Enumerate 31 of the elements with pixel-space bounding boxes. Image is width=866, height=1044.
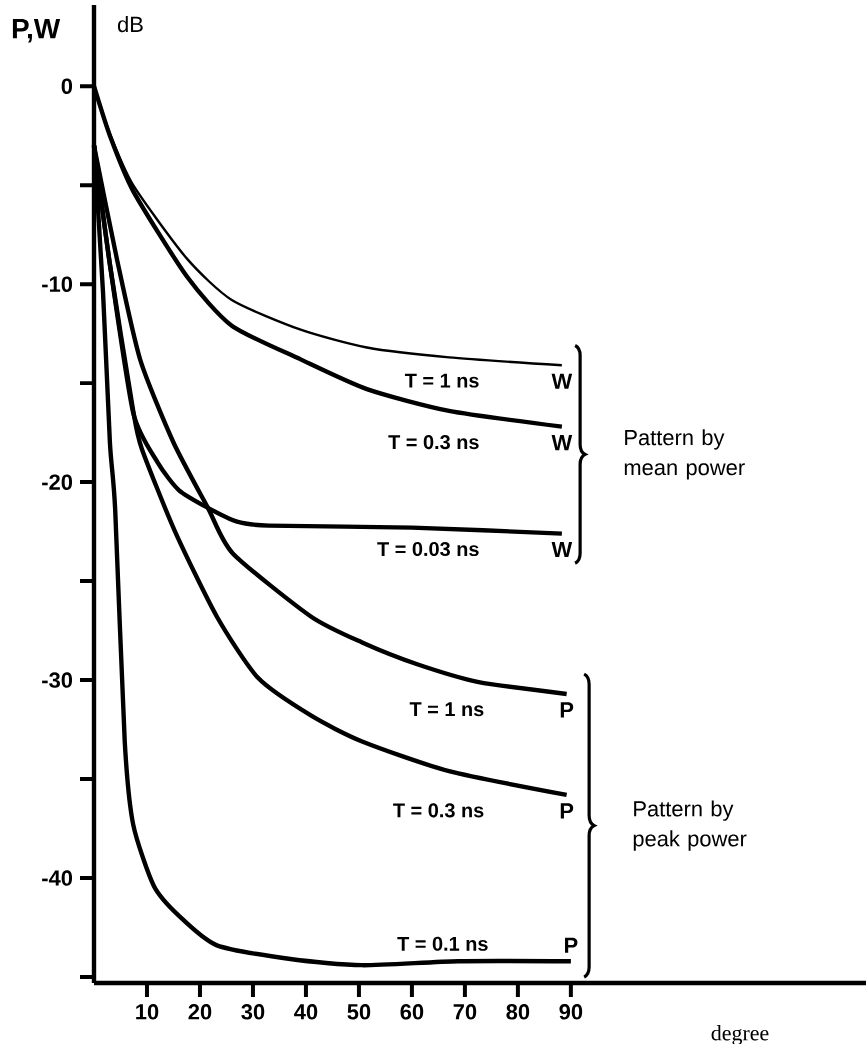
series-label: T = 0.1 ns — [397, 936, 488, 951]
y-tick-label: -10 — [42, 276, 73, 292]
series-label: T = 0.3 ns — [393, 803, 484, 818]
annotation: W — [551, 435, 573, 451]
annotation: P — [565, 937, 578, 953]
x-tick-label: 40 — [294, 1004, 318, 1020]
annotation: P — [560, 702, 574, 718]
y-tick-label: 0 — [61, 78, 73, 94]
annotation: W — [551, 542, 573, 558]
x-tick-label: 10 — [136, 1004, 159, 1020]
annotation: Pattern by peak power — [633, 800, 747, 851]
annotation: dB — [117, 16, 143, 33]
series-label: T = 0.03 ns — [377, 541, 479, 557]
x-axis-title: degree — [711, 1025, 769, 1044]
series-label: T = 1 ns — [409, 702, 484, 717]
y-tick-label: -30 — [42, 672, 73, 688]
series-label: T = 1 ns — [404, 373, 479, 388]
x-tick-label: 70 — [453, 1004, 477, 1020]
x-tick-label: 50 — [347, 1004, 371, 1020]
x-tick-label: 90 — [559, 1004, 583, 1020]
x-tick-label: 80 — [506, 1004, 530, 1020]
x-tick-label: 20 — [188, 1004, 212, 1020]
series-label: T = 0.3 ns — [388, 435, 479, 450]
x-tick-label: 30 — [241, 1004, 265, 1020]
annotation: P — [560, 803, 574, 819]
y-tick-label: -40 — [42, 870, 73, 886]
annotation: Pattern by mean power — [624, 429, 745, 480]
annotation: W — [551, 373, 573, 389]
y-tick-label: -20 — [42, 474, 73, 490]
y-axis-title: P,W — [12, 19, 61, 43]
x-tick-label: 60 — [400, 1004, 424, 1020]
